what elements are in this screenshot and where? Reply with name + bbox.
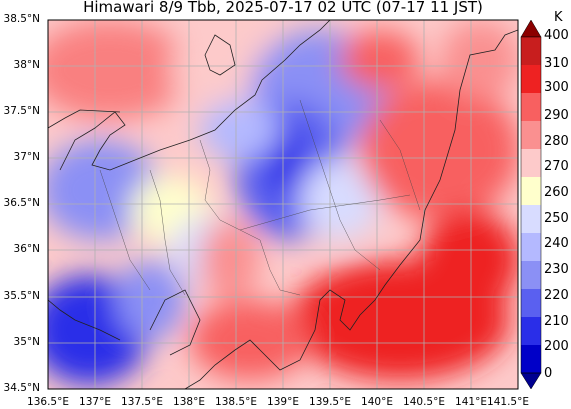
lon-label: 137.5°E	[121, 396, 163, 408]
colorbar-segment	[521, 93, 541, 122]
lon-label: 138.5°E	[215, 396, 257, 408]
colorbar-segment	[521, 121, 541, 150]
colorbar-segment	[521, 65, 541, 94]
lat-label: 36°N	[13, 243, 40, 255]
colorbar-segment	[521, 289, 541, 318]
lat-label: 37°N	[13, 151, 40, 163]
colorbar-segment	[521, 149, 541, 178]
colorbar-label: 270	[544, 159, 569, 174]
colorbar-label: 300	[544, 80, 569, 95]
colorbar-segment	[521, 317, 541, 346]
colorbar-label: 250	[544, 211, 569, 226]
map-title: Himawari 8/9 Tbb, 2025-07-17 02 UTC (07-…	[83, 0, 483, 16]
colorbar-label: 230	[544, 262, 569, 277]
lat-label: 38°N	[13, 59, 40, 71]
graticule	[48, 20, 518, 389]
lon-label: 141°E	[455, 396, 487, 408]
colorbar	[520, 19, 542, 390]
lon-label: 139°E	[267, 396, 299, 408]
colorbar-label: 200	[544, 339, 569, 354]
colorbar-label: 240	[544, 236, 569, 251]
lon-label: 138°E	[173, 396, 205, 408]
lat-label: 35°N	[13, 336, 40, 348]
colorbar-label: 310	[544, 56, 569, 71]
colorbar-label: 290	[544, 108, 569, 123]
lat-label: 35.5°N	[3, 290, 40, 302]
lon-label: 137°E	[79, 396, 111, 408]
brightness-temperature-field	[48, 20, 518, 389]
lon-label: 140.5°E	[403, 396, 445, 408]
lat-label: 36.5°N	[3, 197, 40, 209]
colorbar-label: 280	[544, 134, 569, 149]
lat-label: 34.5°N	[3, 382, 40, 394]
lon-label: 139.5°E	[309, 396, 351, 408]
colorbar-segment	[521, 233, 541, 262]
colorbar-max-extend	[520, 19, 542, 38]
colorbar-unit: K	[554, 10, 563, 25]
coastline	[48, 20, 518, 389]
colorbar-label: 0	[544, 366, 553, 381]
map-frame	[47, 19, 519, 390]
colorbar-segment	[521, 177, 541, 206]
colorbar-min-extend	[520, 372, 542, 390]
lon-label: 141.5°E	[487, 396, 529, 408]
lat-label: 37.5°N	[3, 105, 40, 117]
colorbar-segment	[521, 205, 541, 234]
colorbar-label: 400	[544, 28, 569, 43]
lat-label: 38.5°N	[3, 13, 40, 25]
colorbar-segment	[521, 261, 541, 290]
lon-label: 136.5°E	[27, 396, 69, 408]
prefecture-borders	[99, 99, 421, 296]
colorbar-label: 260	[544, 185, 569, 200]
colorbar-segment	[521, 345, 541, 374]
lon-label: 140°E	[361, 396, 393, 408]
colorbar-label: 220	[544, 288, 569, 303]
colorbar-label: 210	[544, 314, 569, 329]
colorbar-segment	[521, 37, 541, 66]
